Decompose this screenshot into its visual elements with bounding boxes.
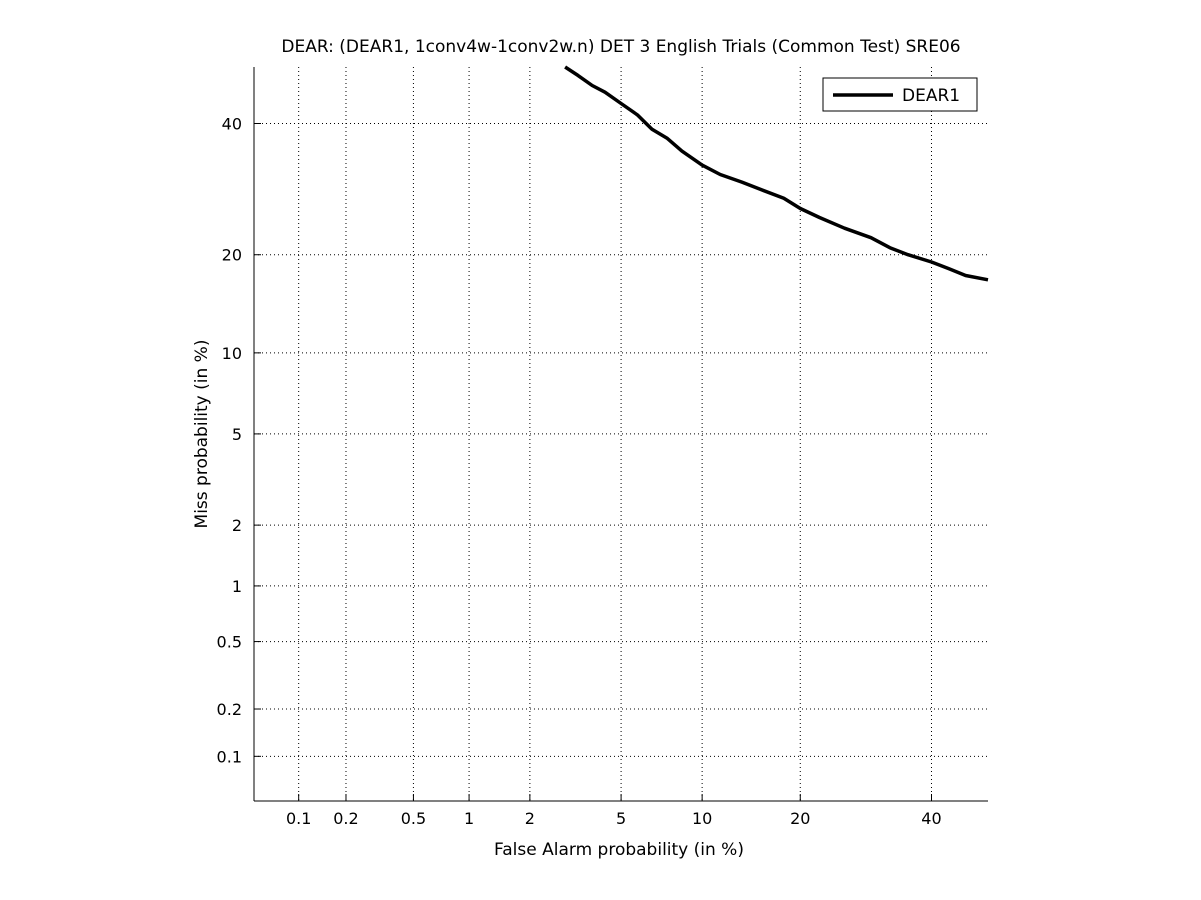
y-axis-label: Miss probability (in %): [192, 340, 212, 529]
series-line-dear1: [564, 65, 989, 282]
legend: DEAR1: [822, 77, 978, 112]
y-tick-label: 1: [232, 577, 242, 596]
x-tick-label: 10: [692, 809, 712, 828]
y-tick-label: 0.1: [217, 747, 242, 766]
x-axis-label: False Alarm probability (in %): [494, 840, 744, 860]
x-tick-label: 2: [525, 809, 535, 828]
x-tick-label: 5: [616, 809, 626, 828]
y-axis-ticks: 0.1 0.2 0.5 1 2 5 10 20 40: [217, 115, 261, 766]
x-tick-label: 0.2: [333, 809, 358, 828]
x-tick-label: 0.1: [286, 809, 311, 828]
y-tick-label: 20: [222, 246, 242, 265]
series-group: [564, 65, 989, 282]
y-tick-label: 0.5: [217, 633, 242, 652]
x-tick-label: 20: [790, 809, 810, 828]
x-axis-ticks: 0.1 0.2 0.5 1 2 5 10 20 40: [286, 794, 942, 828]
x-tick-label: 0.5: [401, 809, 426, 828]
y-tick-label: 10: [222, 344, 242, 363]
x-tick-label: 40: [921, 809, 941, 828]
chart-title: DEAR: (DEAR1, 1conv4w-1conv2w.n) DET 3 E…: [281, 37, 960, 57]
y-tick-label: 5: [232, 425, 242, 444]
legend-label-dear1: DEAR1: [902, 86, 960, 106]
y-tick-label: 0.2: [217, 700, 242, 719]
y-tick-label: 40: [222, 115, 242, 134]
x-tick-label: 1: [464, 809, 474, 828]
y-tick-label: 2: [232, 516, 242, 535]
